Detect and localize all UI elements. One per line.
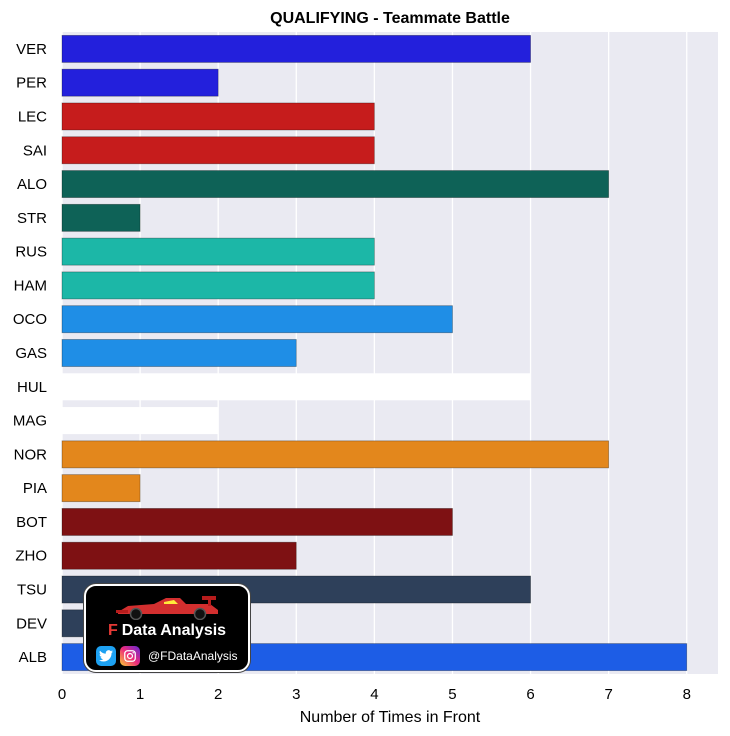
bar-lec [61,102,375,131]
y-tick-label-gas: GAS [15,345,47,362]
x-tick-label: 5 [448,686,456,703]
x-tick-labels: 0 1 2 3 4 5 6 7 8 [58,686,691,703]
bar-pia [61,474,141,503]
y-tick-label-str: STR [17,210,47,227]
race-car-icon [116,596,218,620]
y-tick-label-per: PER [16,75,47,92]
y-tick-label-ham: HAM [14,277,47,294]
y-tick-label-alo: ALO [17,176,47,193]
x-tick-label: 3 [292,686,300,703]
y-tick-label-zho: ZHO [15,548,47,565]
y-tick-labels: VER PER LEC SAI ALO STR RUS HAM OCO GAS HUL MAG NOR P… [13,41,47,666]
x-tick-label: 0 [58,686,66,703]
bar-gas [61,339,297,367]
y-tick-label-nor: NOR [14,446,48,463]
y-tick-label-alb: ALB [19,649,47,666]
social-handle: @FDataAnalysis [148,649,238,663]
bar-rus [61,237,375,266]
y-tick-label-hul: HUL [17,379,47,396]
bars [61,34,688,672]
y-tick-label-bot: BOT [16,514,47,531]
bar-hul [62,373,531,401]
x-tick-label: 1 [136,686,144,703]
bar-str [61,203,141,232]
y-tick-label-tsu: TSU [17,582,47,599]
bar-mag [62,407,219,435]
x-tick-label: 6 [526,686,534,703]
x-axis-label: Number of Times in Front [300,709,481,726]
bar-alo [61,170,610,198]
brand-name: F Data Analysis [86,622,248,640]
bar-zho [61,541,297,570]
twitter-icon [96,646,116,666]
instagram-icon [120,646,140,666]
bar-sai [61,136,375,165]
y-tick-label-ver: VER [16,41,47,58]
y-tick-label-rus: RUS [15,244,47,261]
x-tick-label: 8 [683,686,691,703]
brand-letter: F [107,622,118,639]
brand-text: Data Analysis [121,622,227,639]
y-tick-label-sai: SAI [23,142,47,159]
bar-bot [61,508,453,536]
bar-oco [61,305,453,334]
bar-nor [61,440,610,469]
y-tick-label-oco: OCO [13,311,47,328]
y-tick-label-dev: DEV [16,615,47,632]
bar-ver [61,34,531,63]
social-row: @FDataAnalysis [96,646,238,666]
x-tick-label: 2 [214,686,222,703]
x-tick-label: 4 [370,686,378,703]
y-tick-label-lec: LEC [18,108,47,125]
watermark-badge: F Data Analysis @FDataAnalysis [84,584,250,672]
bar-ham [61,271,375,300]
x-tick-label: 7 [604,686,612,703]
chart-title: QUALIFYING - Teammate Battle [270,10,510,27]
y-tick-label-pia: PIA [23,480,47,497]
y-tick-label-mag: MAG [13,413,47,430]
bar-per [61,68,219,97]
